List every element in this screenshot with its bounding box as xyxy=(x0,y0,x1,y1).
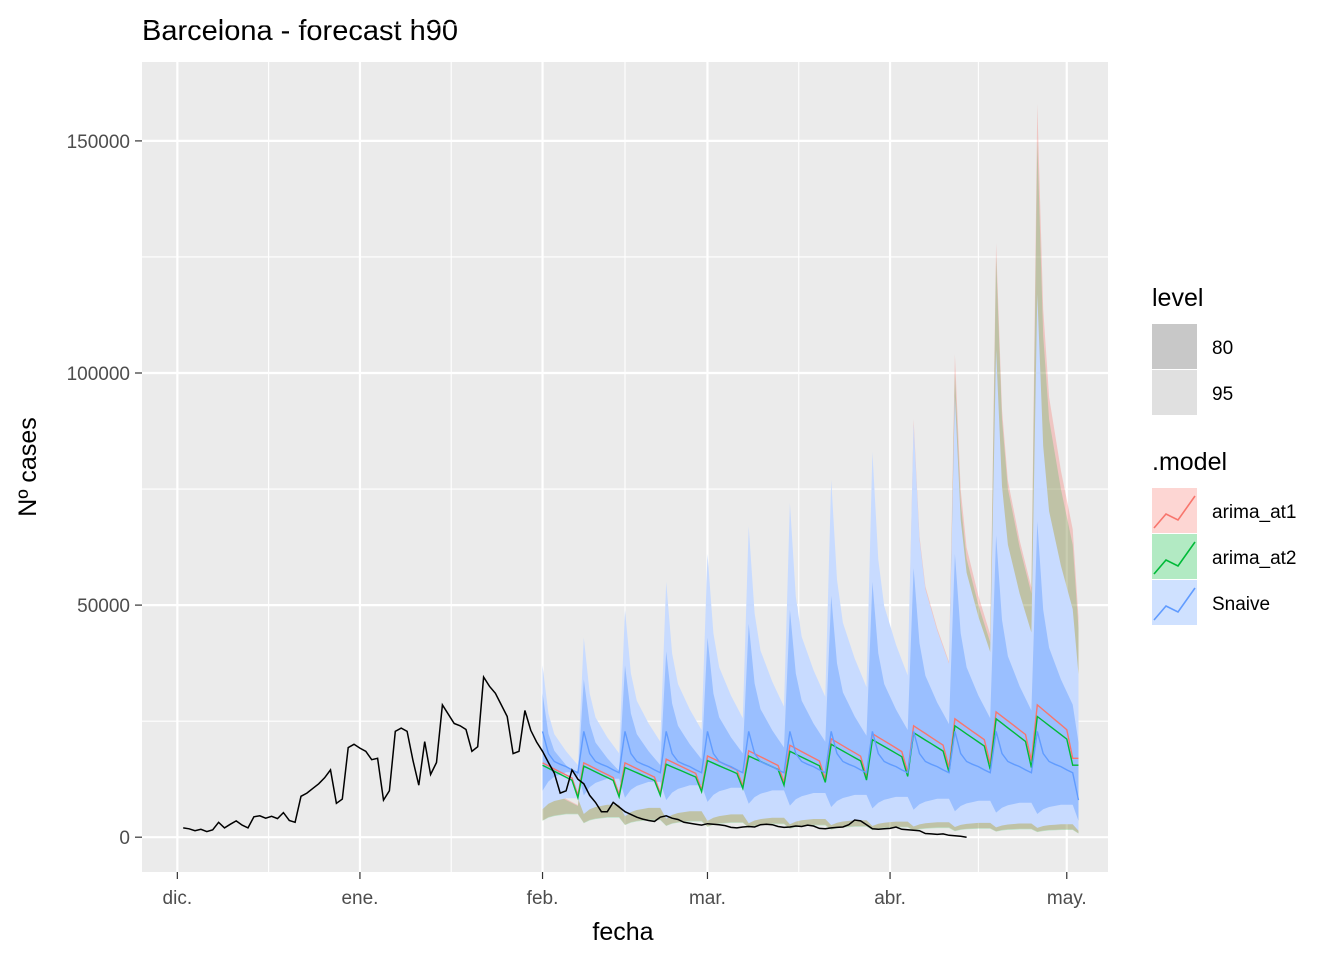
legend-key-80 xyxy=(1152,324,1197,369)
legend-key-snaive-label: Snaive xyxy=(1212,594,1270,615)
y-tick-label: 100000 xyxy=(67,364,130,385)
legend-key-snaive-swatch xyxy=(1152,580,1197,625)
legend-key-arima-at2-label: arima_at2 xyxy=(1212,548,1297,569)
legend-key-arima-at2-bg xyxy=(1152,534,1197,579)
legend-key-snaive-glyph xyxy=(1153,587,1196,621)
snaive-line xyxy=(541,731,1080,801)
snaive-95-interval xyxy=(542,294,1079,831)
x-tick-label: abr. xyxy=(874,888,906,909)
snaive-80-interval xyxy=(542,521,1079,821)
x-tick-label: feb. xyxy=(527,888,559,909)
y-axis-label: Nº cases xyxy=(14,417,42,516)
legend-key-arima-at1-label: arima_at1 xyxy=(1212,502,1297,523)
x-tick-label: may. xyxy=(1047,888,1087,909)
chart-title: Barcelona - forecast h90 xyxy=(142,15,458,47)
legend-key-arima-at2-swatch xyxy=(1152,534,1197,579)
legend-key-arima-at1-swatch xyxy=(1152,488,1197,533)
arima-at2-line xyxy=(542,715,1079,801)
legend-key-arima-at1 xyxy=(1152,488,1197,533)
x-tick-label: mar. xyxy=(689,888,726,909)
y-tick-label: 150000 xyxy=(67,132,130,153)
x-tick-label: dic. xyxy=(163,888,193,909)
legend-key-95-swatch xyxy=(1152,370,1197,415)
legend-key-snaive xyxy=(1152,580,1197,625)
legend-title: level xyxy=(1152,284,1203,312)
legend: level 80 95 .model arima_at1 arima_at2 Snaive xyxy=(1152,284,1297,625)
legend-key-80-label: 80 xyxy=(1212,338,1233,359)
legend-key-arima-at1-glyph xyxy=(1153,495,1196,529)
legend-key-arima-at1-bg xyxy=(1152,488,1197,533)
arima-at1-line xyxy=(542,703,1079,799)
arima-at1-95-interval xyxy=(542,103,1079,834)
legend-key-arima-at2-glyph xyxy=(1153,541,1196,575)
legend-key-arima-at2 xyxy=(1152,534,1197,579)
x-tick-label: ene. xyxy=(341,888,378,909)
legend-key-snaive-bg xyxy=(1152,580,1197,625)
legend-key-95 xyxy=(1152,370,1197,415)
legend-key-80-swatch xyxy=(1152,324,1197,369)
x-axis-label: fecha xyxy=(592,918,653,946)
axes: 0 50000 100000 150000 dic. ene. feb. mar. abr. ma… xyxy=(67,132,1087,909)
y-tick-label: 0 xyxy=(119,828,130,849)
forecast-intervals xyxy=(542,103,1079,834)
legend-key-95-label: 95 xyxy=(1212,384,1233,405)
legend-title: .model xyxy=(1152,448,1227,476)
observed-cases-line xyxy=(183,674,967,838)
series-lines xyxy=(183,674,1080,838)
y-tick-label: 50000 xyxy=(77,596,130,617)
